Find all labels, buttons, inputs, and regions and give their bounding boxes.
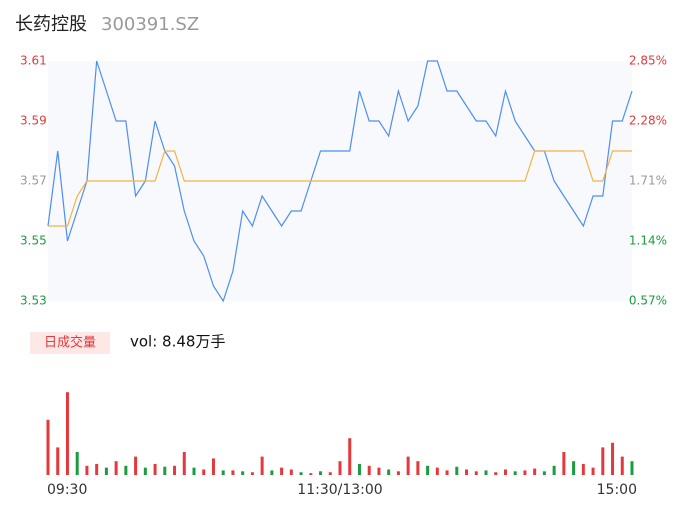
volume-bar (270, 470, 274, 475)
volume-bar (124, 465, 128, 475)
volume-bar (65, 392, 69, 475)
volume-bar (104, 467, 108, 475)
volume-bar (75, 452, 79, 475)
y2-tick-label: 0.57% (629, 294, 667, 308)
volume-bar (542, 471, 546, 475)
volume-badge-label: 日成交量 (44, 335, 96, 351)
y2-tick-label: 1.14% (629, 234, 667, 248)
volume-bar (406, 456, 410, 475)
y-tick-label: 3.57 (20, 174, 47, 188)
volume-bar (328, 472, 332, 475)
volume-bar (426, 465, 430, 475)
volume-bar (620, 456, 624, 475)
volume-bar (134, 456, 138, 475)
volume-bar (630, 461, 634, 475)
y2-tick-label: 2.28% (629, 114, 667, 128)
volume-badge (30, 332, 110, 354)
volume-bar (231, 470, 235, 475)
volume-bar (182, 452, 186, 475)
volume-bar (474, 471, 478, 475)
volume-bar (572, 461, 576, 475)
volume-bar (46, 419, 50, 475)
volume-bar (377, 467, 381, 475)
x-tick-label: 09:30 (47, 482, 87, 498)
volume-bar (581, 463, 585, 475)
y2-tick-label: 2.85% (629, 54, 667, 68)
stock-code: 300391.SZ (101, 14, 199, 35)
volume-bar (280, 467, 284, 475)
x-tick-label: 11:30/13:00 (297, 482, 382, 498)
volume-bar (503, 469, 507, 475)
volume-bar (465, 469, 469, 475)
volume-bar (309, 473, 313, 475)
volume-bar (153, 463, 157, 475)
volume-bar (143, 467, 147, 475)
volume-bar (338, 461, 342, 475)
volume-bar (221, 470, 225, 475)
y-tick-label: 3.59 (20, 114, 47, 128)
y-tick-label: 3.61 (20, 54, 47, 68)
y-tick-label: 3.55 (20, 234, 47, 248)
volume-bar (416, 461, 420, 475)
volume-bar (289, 469, 293, 475)
volume-bar (211, 458, 215, 475)
volume-bar (173, 465, 177, 475)
stock-name: 长药控股 (15, 14, 87, 35)
volume-bar (513, 471, 517, 475)
volume-bar (95, 463, 99, 475)
volume-bar (445, 470, 449, 475)
volume-bar (85, 465, 89, 475)
volume-bar (435, 467, 439, 475)
volume-bar (367, 465, 371, 475)
volume-bar (163, 466, 167, 475)
volume-bar (494, 472, 498, 475)
volume-bar (260, 456, 264, 475)
volume-bar (387, 469, 391, 475)
volume-bar (396, 471, 400, 475)
volume-bar (455, 466, 459, 475)
volume-bar (250, 472, 254, 475)
y-tick-label: 3.53 (20, 294, 47, 308)
volume-bar (114, 461, 118, 475)
x-tick-label: 15:00 (597, 482, 637, 498)
volume-bar (533, 468, 537, 475)
volume-total: vol: 8.48万手 (130, 333, 225, 351)
volume-bar (348, 438, 352, 475)
volume-bar (357, 463, 361, 475)
volume-bar (319, 471, 323, 475)
volume-bar (523, 470, 527, 475)
volume-bar (591, 467, 595, 475)
volume-bar (601, 447, 605, 475)
volume-bar (611, 442, 615, 475)
volume-bar (202, 469, 206, 475)
volume-bar (552, 465, 556, 475)
volume-bar (192, 467, 196, 475)
volume-bar (299, 472, 303, 475)
volume-bar (562, 452, 566, 475)
volume-bar (241, 471, 245, 475)
y2-tick-label: 1.71% (629, 174, 667, 188)
volume-bar (484, 470, 488, 475)
volume-bar (56, 447, 60, 475)
price-line (48, 150, 632, 227)
